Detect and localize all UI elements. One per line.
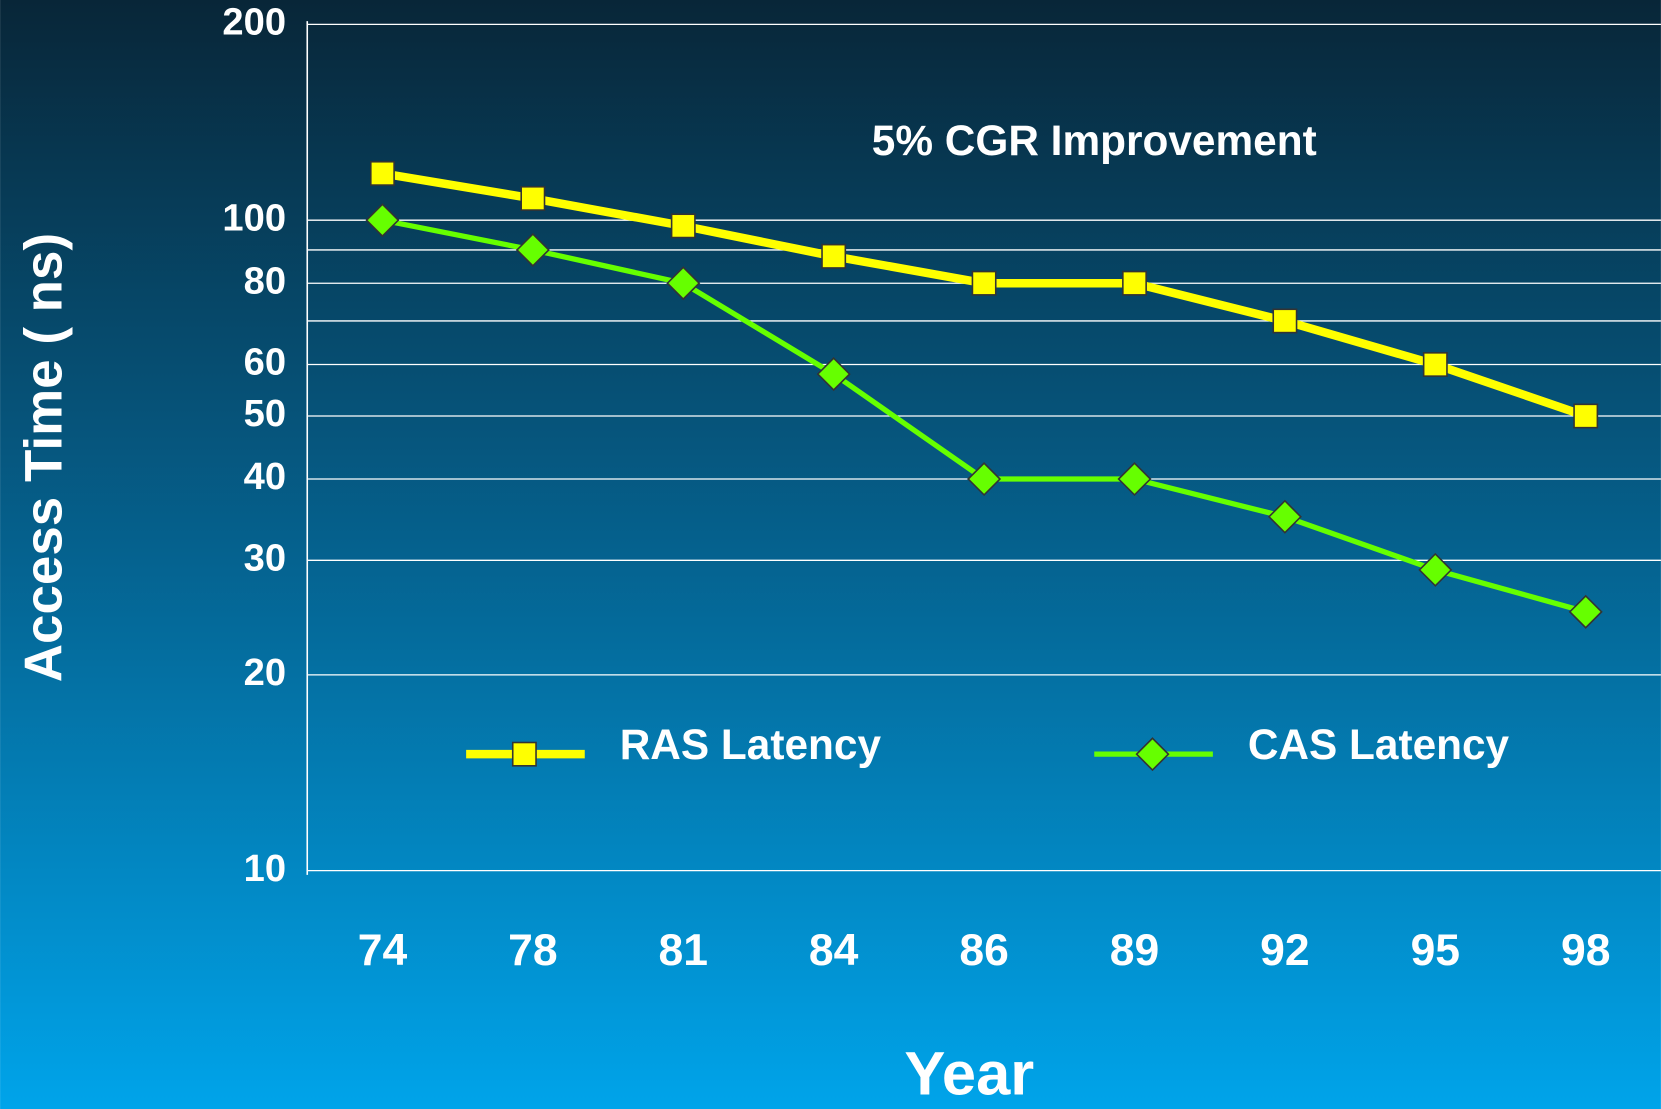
y-tick-label: 50: [244, 392, 286, 435]
x-tick-label: 78: [508, 926, 557, 975]
y-axis-label: Access Time ( ns): [15, 233, 74, 682]
x-tick-label: 95: [1411, 926, 1460, 975]
x-tick-label: 98: [1561, 926, 1610, 975]
marker: [821, 243, 847, 269]
marker: [1568, 594, 1603, 629]
marker: [1573, 403, 1599, 429]
marker: [365, 203, 400, 238]
annotation: 5% CGR Improvement: [872, 117, 1317, 164]
marker: [370, 160, 395, 186]
x-tick-label: 86: [959, 926, 1008, 975]
y-tick-label: 40: [244, 455, 286, 498]
legend-label: CAS Latency: [1248, 721, 1510, 768]
y-tick-label: 30: [244, 536, 286, 579]
legend-marker: [511, 741, 537, 767]
x-tick-label: 92: [1260, 926, 1309, 975]
y-tick-label: 10: [244, 847, 286, 890]
marker: [1422, 352, 1448, 377]
y-tick-label: 20: [244, 651, 286, 694]
marker: [1267, 499, 1302, 534]
y-tick-label: 200: [222, 0, 286, 43]
legend-label: RAS Latency: [620, 721, 882, 768]
marker: [971, 270, 997, 296]
x-tick-label: 74: [358, 926, 408, 975]
marker: [1117, 462, 1152, 497]
y-tick-label: 60: [244, 341, 286, 384]
y-tick-label: 100: [222, 196, 286, 239]
grid: [307, 23, 1661, 872]
x-tick-label: 81: [659, 926, 708, 975]
marker: [670, 213, 696, 239]
x-axis-label: Year: [904, 1040, 1034, 1109]
y-tick-label: 80: [244, 259, 286, 302]
x-tick-label: 89: [1110, 926, 1159, 975]
marker: [816, 357, 851, 392]
x-tick-label: 84: [809, 926, 859, 975]
marker: [1122, 270, 1147, 296]
marker: [1272, 308, 1298, 334]
legend-marker: [1135, 737, 1170, 772]
marker: [967, 462, 1002, 497]
marker: [1418, 552, 1453, 587]
marker: [666, 266, 701, 301]
marker: [520, 185, 546, 211]
marker: [515, 232, 550, 267]
